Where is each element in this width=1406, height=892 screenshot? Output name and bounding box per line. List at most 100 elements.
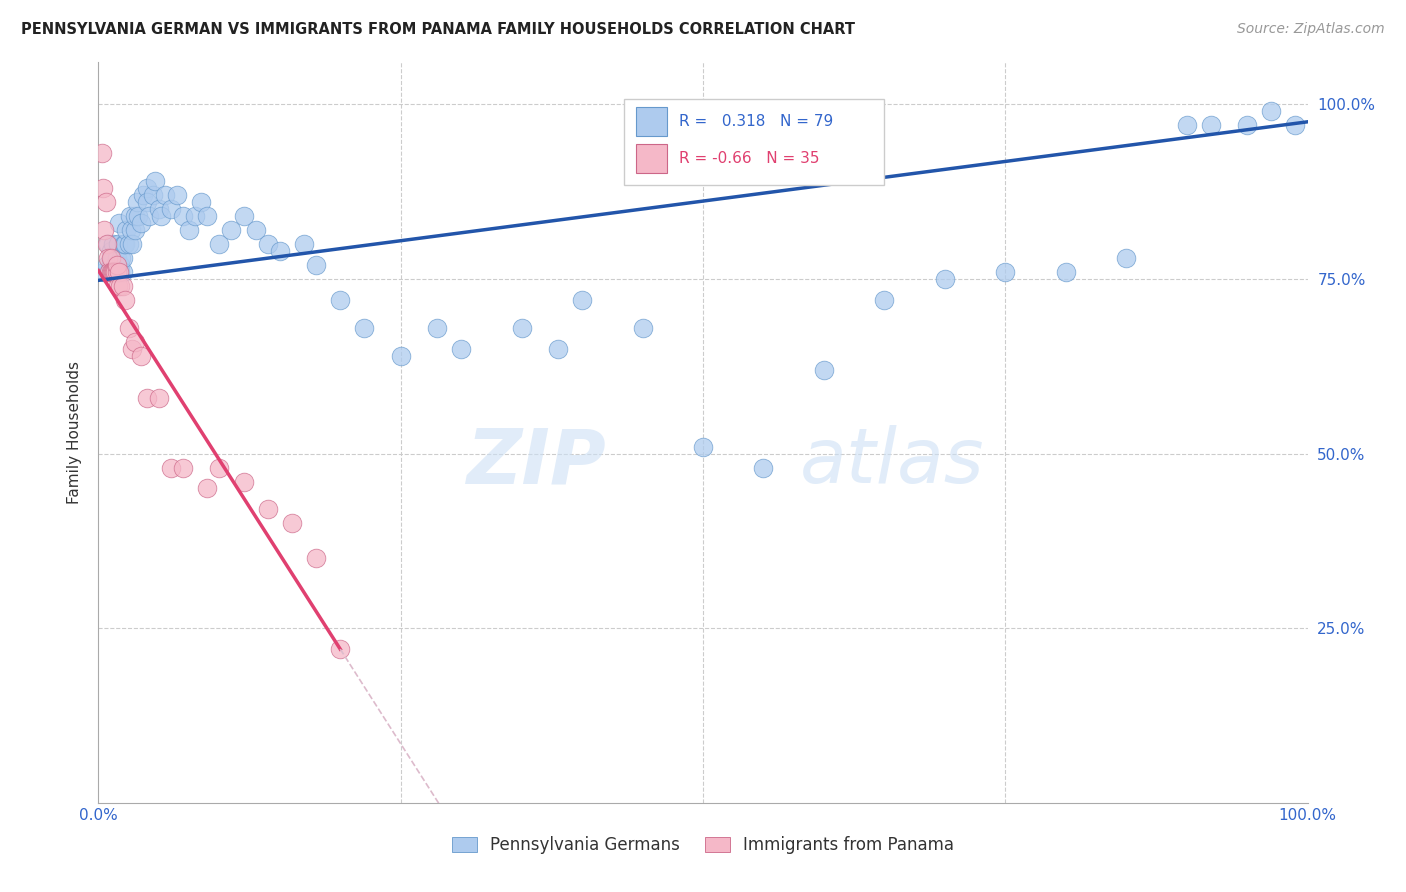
Point: [135, 195, 157, 210]
Point: [124, 209, 146, 223]
Point: [1236, 118, 1258, 132]
Legend: Pennsylvania Germans, Immigrants from Panama: Pennsylvania Germans, Immigrants from Pa…: [446, 830, 960, 861]
Point: [108, 265, 131, 279]
Point: [148, 202, 170, 216]
Point: [129, 349, 152, 363]
FancyBboxPatch shape: [624, 99, 884, 185]
Point: [160, 202, 183, 216]
Point: [101, 237, 124, 252]
Point: [124, 334, 146, 349]
Point: [1199, 118, 1222, 132]
Point: [107, 265, 129, 279]
Point: [389, 349, 412, 363]
Point: [160, 460, 183, 475]
Point: [100, 251, 122, 265]
Point: [96, 237, 118, 252]
Point: [571, 293, 593, 307]
Point: [994, 265, 1017, 279]
Point: [108, 265, 131, 279]
Point: [135, 181, 157, 195]
Point: [132, 188, 155, 202]
Point: [305, 551, 328, 566]
Point: [100, 244, 122, 258]
Point: [91, 146, 114, 161]
Text: ZIP: ZIP: [467, 425, 606, 500]
Point: [135, 391, 157, 405]
Point: [150, 209, 173, 223]
Point: [631, 321, 654, 335]
Point: [108, 258, 131, 272]
Point: [98, 265, 121, 279]
Point: [124, 223, 146, 237]
Point: [934, 272, 956, 286]
Point: [107, 279, 129, 293]
Point: [101, 265, 124, 279]
Point: [108, 216, 131, 230]
Point: [101, 265, 124, 279]
Point: [104, 258, 127, 272]
Point: [166, 188, 188, 202]
Point: [142, 188, 165, 202]
Point: [256, 502, 278, 516]
Point: [1260, 104, 1282, 119]
Point: [100, 251, 122, 265]
Point: [127, 195, 149, 210]
Point: [450, 342, 472, 356]
Point: [208, 460, 231, 475]
Point: [256, 237, 278, 252]
Point: [1284, 118, 1306, 132]
Point: [752, 460, 775, 475]
Point: [221, 223, 243, 237]
Y-axis label: Family Households: Family Households: [67, 361, 83, 504]
Point: [813, 363, 835, 377]
Point: [426, 321, 449, 335]
Point: [97, 237, 120, 252]
Point: [873, 293, 896, 307]
Point: [153, 188, 176, 202]
Point: [127, 209, 149, 223]
Bar: [637, 107, 666, 136]
Point: [118, 237, 141, 252]
Point: [103, 265, 125, 279]
Point: [93, 265, 115, 279]
Point: [93, 223, 115, 237]
Point: [121, 237, 143, 252]
Point: [97, 251, 120, 265]
Point: [1115, 251, 1137, 265]
Point: [143, 174, 166, 188]
Point: [547, 342, 569, 356]
Text: Source: ZipAtlas.com: Source: ZipAtlas.com: [1237, 22, 1385, 37]
Point: [195, 482, 218, 496]
Point: [120, 223, 142, 237]
Point: [305, 258, 328, 272]
Point: [105, 265, 128, 279]
Point: [105, 258, 128, 272]
Point: [172, 460, 194, 475]
Point: [94, 195, 117, 210]
Point: [510, 321, 533, 335]
Point: [96, 258, 118, 272]
Point: [329, 642, 352, 657]
Point: [118, 321, 141, 335]
Point: [195, 209, 218, 223]
Point: [172, 209, 194, 223]
Point: [111, 279, 134, 293]
Text: R = -0.66   N = 35: R = -0.66 N = 35: [679, 151, 820, 166]
Point: [100, 265, 122, 279]
Point: [269, 244, 291, 258]
Bar: [637, 144, 666, 173]
Point: [100, 265, 122, 279]
Point: [232, 475, 254, 489]
Point: [107, 237, 129, 252]
Point: [692, 440, 714, 454]
Point: [111, 251, 134, 265]
Text: R =   0.318   N = 79: R = 0.318 N = 79: [679, 114, 834, 129]
Point: [100, 258, 122, 272]
Point: [148, 391, 170, 405]
Text: PENNSYLVANIA GERMAN VS IMMIGRANTS FROM PANAMA FAMILY HOUSEHOLDS CORRELATION CHAR: PENNSYLVANIA GERMAN VS IMMIGRANTS FROM P…: [21, 22, 855, 37]
Point: [105, 265, 128, 279]
Point: [1054, 265, 1077, 279]
Point: [98, 265, 121, 279]
Point: [329, 293, 352, 307]
Point: [292, 237, 315, 252]
